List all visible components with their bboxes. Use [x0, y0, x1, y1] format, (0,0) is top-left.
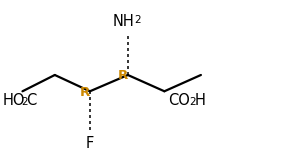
Text: HO: HO [3, 93, 25, 108]
Text: R: R [80, 86, 90, 99]
Text: 2: 2 [21, 97, 28, 107]
Text: C: C [26, 93, 36, 108]
Text: CO: CO [169, 93, 191, 108]
Text: 2: 2 [190, 97, 196, 107]
Text: F: F [86, 136, 94, 151]
Text: 2: 2 [134, 15, 141, 25]
Text: R: R [118, 69, 128, 82]
Text: H: H [195, 93, 206, 108]
Text: NH: NH [112, 14, 134, 29]
